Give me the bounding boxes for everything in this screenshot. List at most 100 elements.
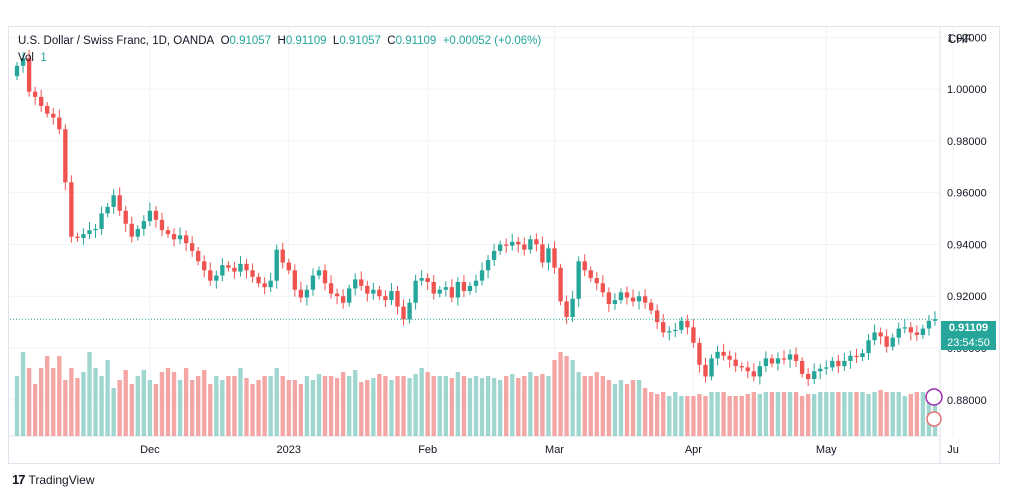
volume-bar: [455, 372, 461, 436]
volume-bar: [69, 368, 74, 436]
candle-body: [177, 235, 183, 240]
candle-body: [661, 322, 666, 333]
volume-bar: [866, 394, 871, 436]
volume-bar: [920, 392, 926, 436]
candle-body: [117, 195, 122, 211]
candle-body: [250, 270, 255, 277]
x-tick-label: Apr: [685, 444, 702, 456]
volume-bar: [497, 380, 503, 436]
candle-body: [159, 219, 165, 231]
candle-body: [63, 129, 68, 183]
candle-body: [51, 113, 56, 118]
candle-body: [667, 331, 672, 333]
volume-bar: [75, 378, 80, 436]
candle-body: [316, 270, 322, 276]
volume-bar: [528, 372, 533, 436]
candle-body: [45, 105, 50, 114]
volume-bar: [842, 392, 847, 436]
volume-bar: [757, 394, 763, 436]
volume-bar: [697, 394, 702, 436]
candle-body: [781, 358, 787, 360]
volume-bar: [20, 352, 26, 436]
volume-bar: [479, 378, 485, 436]
volume-bar: [624, 384, 630, 436]
volume-bar: [884, 392, 889, 436]
candle-body: [679, 320, 684, 330]
symbol-title[interactable]: U.S. Dollar / Swiss Franc, 1D, OANDA: [18, 35, 215, 47]
volume-bar: [516, 378, 521, 436]
candle-body: [93, 228, 98, 231]
volume-bar: [256, 380, 261, 436]
volume-bar: [365, 380, 370, 436]
volume-bar: [763, 392, 769, 436]
candle-body: [274, 249, 279, 281]
volume-bar: [679, 396, 684, 436]
tradingview-brand[interactable]: 17 TradingView: [12, 472, 95, 487]
volume-bar: [461, 376, 467, 436]
y-tick-label: 0.94000: [947, 239, 987, 251]
change-value: +0.00052 (+0.06%): [442, 35, 542, 47]
candle-body: [57, 117, 62, 130]
volume-bar: [685, 396, 690, 436]
volume-bar: [226, 376, 231, 436]
candle-body: [721, 351, 726, 356]
candle-body: [304, 289, 310, 298]
candle-body: [473, 280, 479, 286]
volume-value: 1: [40, 52, 47, 64]
volume-bar: [401, 376, 406, 436]
x-tick-label: 2023: [277, 444, 301, 456]
candle-body: [256, 276, 261, 284]
volume-bar: [642, 388, 648, 436]
volume-bar: [733, 396, 738, 436]
candle-body: [244, 263, 249, 271]
close-value: 0.91109: [395, 35, 437, 47]
volume-bar: [111, 388, 116, 436]
candle-body: [129, 223, 134, 237]
candle-body: [884, 336, 889, 347]
candle-body: [510, 241, 515, 246]
volume-bar: [564, 356, 569, 436]
volume-bar: [171, 372, 177, 436]
volume-bar: [781, 392, 787, 436]
volume-bar: [147, 380, 153, 436]
volume-bar: [769, 392, 775, 436]
volume-bar: [630, 380, 636, 436]
candle-body: [546, 248, 551, 263]
x-tick-label: Ju: [947, 444, 959, 456]
candle-body: [775, 358, 781, 364]
volume-label[interactable]: Vol: [18, 52, 34, 64]
volume-bar: [799, 396, 805, 436]
candle-body: [673, 329, 678, 332]
volume-bar: [691, 396, 696, 436]
candle-body: [836, 360, 841, 367]
candle-body: [914, 332, 920, 336]
candle-body: [286, 262, 291, 271]
volume-bar: [389, 380, 394, 436]
candle-body: [745, 367, 750, 372]
candle-body: [624, 292, 630, 298]
candle-body: [497, 244, 503, 251]
flag-event-icon: [926, 411, 942, 427]
volume-bar: [159, 372, 165, 436]
volume-legend: Vol 1: [18, 52, 47, 64]
volume-bar: [316, 374, 322, 436]
candle-body: [69, 182, 74, 237]
candle-body: [208, 270, 213, 281]
volume-bar: [51, 368, 56, 436]
price-chart[interactable]: 0.880000.900000.920000.940000.960000.980…: [8, 26, 1000, 464]
candle-body: [214, 275, 219, 281]
candle-body: [854, 355, 859, 358]
volume-bar: [443, 376, 448, 436]
candle-body: [39, 96, 44, 106]
volume-bar: [600, 376, 605, 436]
volume-bar: [208, 384, 213, 436]
volume-bar: [721, 392, 726, 436]
volume-bar: [648, 392, 654, 436]
volume-bar: [467, 378, 473, 436]
candle-body: [878, 332, 883, 337]
volume-bar: [334, 378, 340, 436]
candle-body: [347, 288, 352, 303]
candle-body: [153, 210, 159, 220]
candle-body: [709, 358, 714, 377]
candle-body: [232, 267, 237, 272]
